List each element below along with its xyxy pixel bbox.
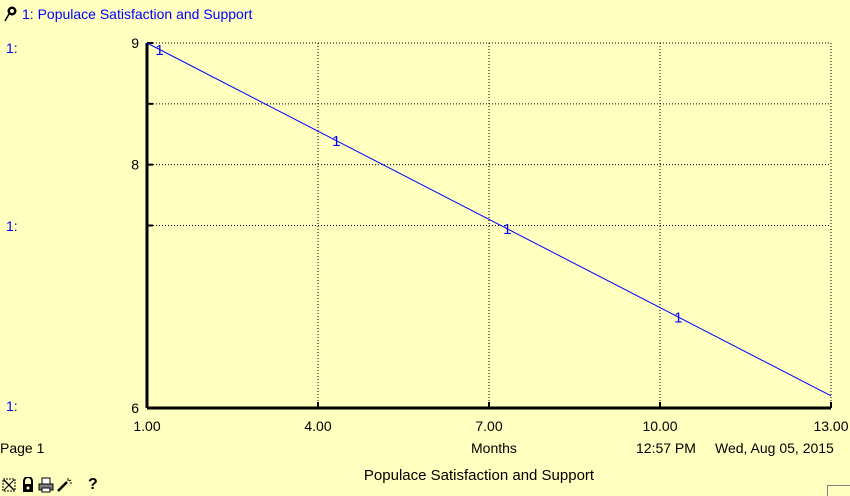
x-tick-label: 10.00 [642, 418, 677, 434]
magic-wand-icon[interactable] [56, 477, 72, 493]
y-tick-label: 6 [131, 400, 139, 416]
axis-label-mid: 1: [6, 218, 18, 234]
pushpin-icon[interactable] [4, 6, 18, 22]
y-tick-label: 9 [131, 35, 139, 51]
chart-axes [145, 42, 832, 410]
series-marker-label: 1 [503, 221, 511, 238]
chart-series: 1 1 1 1 [146, 42, 832, 397]
chart-tick-labels: 1.00 4.00 7.00 10.00 13.00 9 8 6 [131, 35, 849, 434]
series-marker-label: 1 [155, 42, 163, 59]
y-tick-label: 8 [131, 157, 139, 173]
x-tick-label: 13.00 [813, 418, 848, 434]
scale-icon[interactable] [2, 477, 18, 493]
legend-label: 1: Populace Satisfaction and Support [22, 6, 253, 22]
chart-grid [147, 42, 832, 408]
series-marker-label: 1 [674, 309, 682, 326]
axis-label-bottom: 1: [6, 398, 18, 414]
graph-toolbar: ? [2, 476, 98, 494]
chart-legend: 1: Populace Satisfaction and Support [4, 4, 252, 24]
chart-footer-title: Populace Satisfaction and Support [363, 467, 595, 484]
timestamp-time: 12:57 PM [636, 440, 696, 456]
resize-grip[interactable] [827, 485, 850, 496]
help-button[interactable]: ? [88, 476, 98, 493]
x-tick-label: 1.00 [133, 418, 160, 434]
x-axis-unit-label: Months [471, 440, 517, 456]
page-label: Page 1 [0, 440, 45, 456]
print-icon[interactable] [38, 477, 54, 493]
x-tick-label: 7.00 [475, 418, 502, 434]
lock-icon[interactable] [20, 477, 36, 493]
x-tick-label: 4.00 [304, 418, 331, 434]
axis-label-top: 1: [6, 40, 18, 56]
timestamp-date: Wed, Aug 05, 2015 [715, 440, 834, 456]
line-chart: 1 1 1 1 1.00 4.00 7.00 10.00 13.00 9 8 6 [131, 35, 849, 434]
series-marker-label: 1 [332, 133, 340, 150]
series-line [146, 42, 832, 397]
